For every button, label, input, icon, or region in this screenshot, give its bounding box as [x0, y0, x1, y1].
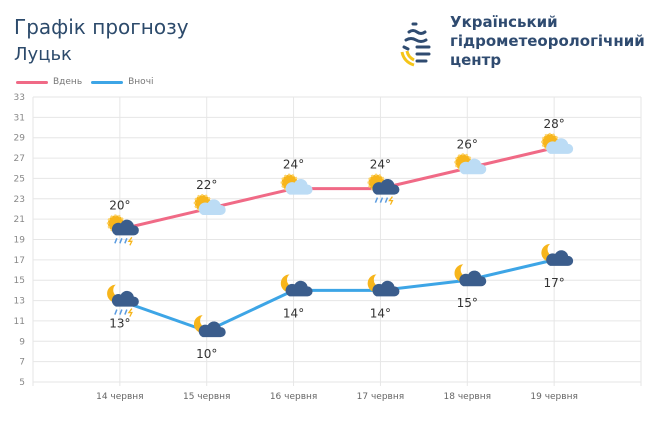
cloud-icon: [546, 250, 574, 266]
cloud-icon: [372, 280, 400, 297]
rain-icon: [374, 197, 379, 203]
rain-icon: [114, 238, 118, 244]
cloud-icon: [198, 199, 226, 215]
data-label: 14°: [283, 306, 304, 320]
rain-icon: [379, 197, 384, 203]
data-label: 14°: [370, 306, 391, 320]
moon-cloud-weather-icon: [367, 274, 400, 297]
moon-storm-rain-weather-icon: [107, 284, 139, 317]
data-label: 20°: [109, 198, 130, 212]
legend-swatch-night[interactable]: [91, 80, 124, 84]
y-tick-label: 25: [14, 174, 25, 184]
y-tick-label: 29: [14, 134, 26, 144]
y-tick-label: 31: [14, 113, 25, 123]
y-tick-label: 21: [14, 215, 25, 225]
cloud-icon: [285, 280, 313, 297]
data-label: 26°: [457, 137, 478, 151]
y-tick-label: 5: [19, 378, 25, 388]
sun-cloud-weather-icon: [541, 132, 574, 154]
cloud-icon: [285, 178, 313, 195]
series-line-day: [119, 146, 555, 231]
y-tick-label: 27: [14, 154, 25, 164]
y-tick-label: 33: [14, 93, 25, 103]
y-tick-label: 23: [14, 195, 25, 205]
sun-storm-rain-weather-icon: [106, 214, 139, 246]
moon-cloud-weather-icon: [541, 243, 574, 266]
data-label: 13°: [109, 317, 130, 331]
data-label: 17°: [544, 276, 565, 290]
y-tick-label: 13: [14, 297, 25, 307]
x-tick-label: 14 червня: [96, 392, 143, 402]
organization-name: Український гідрометеорологічний центр: [450, 13, 645, 70]
rain-icon: [384, 197, 389, 203]
y-tick-label: 9: [19, 337, 25, 347]
moon-cloud-weather-icon: [193, 315, 226, 338]
data-label: 22°: [196, 178, 217, 192]
lightning-icon: [388, 196, 394, 205]
x-tick-label: 15 червня: [183, 392, 230, 402]
rain-icon: [119, 309, 123, 315]
sun-storm-rain-weather-icon: [367, 173, 400, 205]
city-name: Луцьк: [14, 44, 72, 65]
org-line: гідрометеорологічний: [450, 32, 645, 50]
cloud-icon: [372, 178, 400, 195]
x-tick-label: 19 червня: [530, 392, 577, 402]
cloud-icon: [198, 321, 226, 338]
org-line: центр: [450, 51, 502, 69]
x-tick-label: 17 червня: [357, 392, 404, 402]
ukrhydromet-logo-icon: [400, 22, 431, 67]
rain-icon: [114, 309, 118, 315]
cloud-icon: [111, 219, 139, 236]
cloud-icon: [111, 290, 139, 307]
data-label: 24°: [283, 158, 304, 172]
lightning-icon: [127, 236, 133, 246]
page-title: Графік прогнозу: [14, 15, 189, 39]
rain-icon: [119, 238, 123, 244]
sun-cloud-weather-icon: [193, 193, 226, 215]
y-tick-label: 15: [14, 276, 25, 286]
moon-cloud-weather-icon: [280, 274, 313, 297]
legend-label-night[interactable]: Вночі: [128, 77, 154, 87]
sun-cloud-weather-icon: [280, 173, 313, 195]
x-tick-label: 18 червня: [444, 392, 491, 402]
legend: Вдень Вночі: [16, 77, 154, 87]
data-label: 28°: [544, 117, 565, 131]
cloud-icon: [546, 138, 574, 154]
rain-icon: [124, 309, 128, 315]
data-label: 24°: [370, 158, 391, 172]
cloud-icon: [459, 158, 487, 175]
series-line-night: [119, 258, 555, 333]
legend-swatch-day[interactable]: [16, 80, 48, 84]
lightning-icon: [127, 308, 133, 317]
y-tick-label: 11: [14, 317, 25, 327]
x-tick-label: 16 червня: [270, 392, 317, 402]
data-label: 15°: [457, 296, 478, 310]
data-label: 10°: [196, 347, 217, 361]
cloud-icon: [459, 270, 487, 287]
y-tick-label: 17: [14, 256, 25, 266]
sun-cloud-weather-icon: [454, 153, 487, 175]
moon-cloud-weather-icon: [454, 264, 487, 287]
org-line: Український: [450, 13, 558, 31]
legend-label-day[interactable]: Вдень: [53, 77, 83, 87]
y-tick-label: 7: [19, 358, 25, 368]
y-tick-label: 19: [14, 236, 26, 246]
rain-icon: [124, 238, 128, 244]
